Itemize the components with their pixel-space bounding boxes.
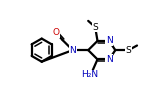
Text: N: N [106, 55, 112, 64]
Text: N: N [69, 46, 76, 55]
Text: S: S [126, 46, 131, 55]
Text: O: O [52, 28, 59, 37]
Text: N: N [106, 36, 112, 45]
Text: H₂N: H₂N [81, 70, 98, 79]
Text: S: S [92, 23, 98, 32]
